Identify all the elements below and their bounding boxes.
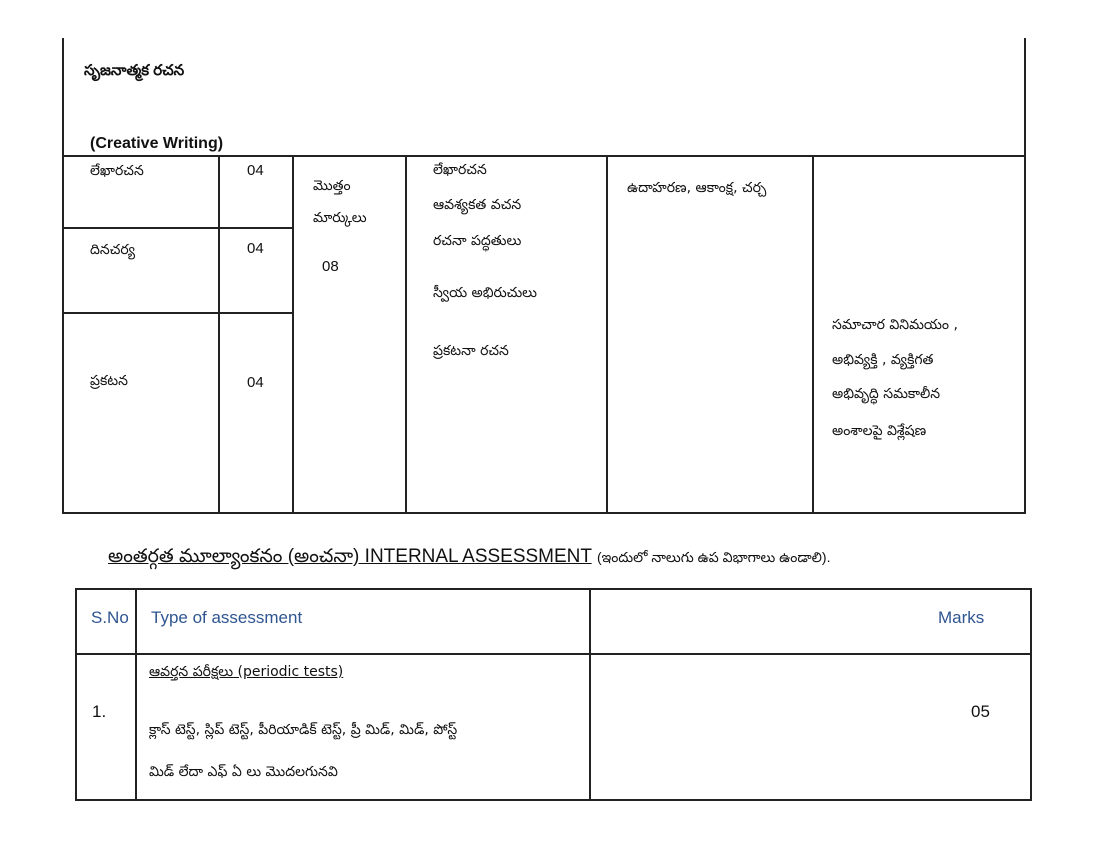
topic: దినచర్య	[90, 242, 136, 258]
table-border	[62, 312, 293, 314]
row-title: ఆవర్తన పరీక్షలు (periodic tests)	[149, 664, 344, 680]
skill-item: రచనా పద్ధతులు	[433, 233, 522, 249]
column-header-type: Type of assessment	[151, 608, 303, 627]
table-border	[75, 588, 77, 801]
section-title-english: (Creative Writing)	[90, 135, 224, 152]
outcome-line: అభివృద్ధి సమకాలీన	[832, 386, 941, 402]
table-border	[135, 588, 137, 801]
table-border	[812, 156, 814, 513]
section-title-telugu: సృజనాత్మక రచన	[84, 62, 185, 79]
heading-note: (ఇందులో నాలుగు ఉప విభాగాలు ఉండాలి).	[596, 549, 831, 565]
column-header-sno: S.No	[91, 608, 129, 627]
table-border	[62, 155, 1026, 157]
table-border	[62, 512, 1026, 514]
topic-marks: 04	[247, 374, 264, 391]
row-desc: మిడ్ లేదా ఎఫ్ ఏ లు మొదలగునవి	[149, 764, 338, 780]
internal-assessment-heading: అంతర్గత మూల్యాంకనం (అంచనా) INTERNAL ASSE…	[108, 546, 831, 569]
table-border	[75, 653, 1032, 655]
topic-marks: 04	[247, 162, 264, 179]
table-border	[589, 588, 591, 801]
heading-main: అంతర్గత మూల్యాంకనం (అంచనా) INTERNAL ASSE…	[108, 546, 592, 567]
topic: లేఖారచన	[90, 163, 144, 179]
table-border	[62, 227, 293, 229]
row-desc: క్లాస్ టెస్ట్, స్లిప్ టెస్ట్, పీరియాడిక్…	[149, 722, 458, 738]
total-label: మొత్తం	[313, 178, 351, 194]
table-border	[75, 799, 1032, 801]
table-border	[405, 156, 407, 513]
outcome-line: అంశాలపై విశ్లేషణ	[832, 423, 927, 439]
table-border	[1024, 38, 1026, 514]
table-border	[62, 38, 64, 514]
row-marks: 05	[971, 702, 990, 721]
skill-item: ఆవశ్యకత వచన	[433, 197, 522, 213]
skill-item: లేఖారచన	[433, 162, 487, 178]
table-border	[75, 588, 1032, 590]
total-label: మార్కులు	[313, 210, 367, 226]
topic-marks: 04	[247, 240, 264, 257]
outcome-line: సమాచార వినిమయం ,	[832, 317, 958, 333]
topic: ప్రకటన	[90, 373, 128, 389]
row-sno: 1.	[92, 702, 107, 721]
table-border	[1030, 588, 1032, 801]
table-border	[292, 156, 294, 513]
skill-item: స్వీయ అభిరుచులు	[433, 285, 537, 301]
table-border	[218, 156, 220, 513]
column-header-marks: Marks	[938, 608, 985, 627]
skill-item: ప్రకటనా రచన	[433, 343, 509, 359]
table-border	[606, 156, 608, 513]
total-value: 08	[322, 258, 339, 275]
methods: ఉదాహరణ, ఆకాంక్ష, చర్చ	[627, 180, 767, 196]
outcome-line: అభివ్యక్తి , వ్యక్తిగత	[832, 352, 934, 368]
